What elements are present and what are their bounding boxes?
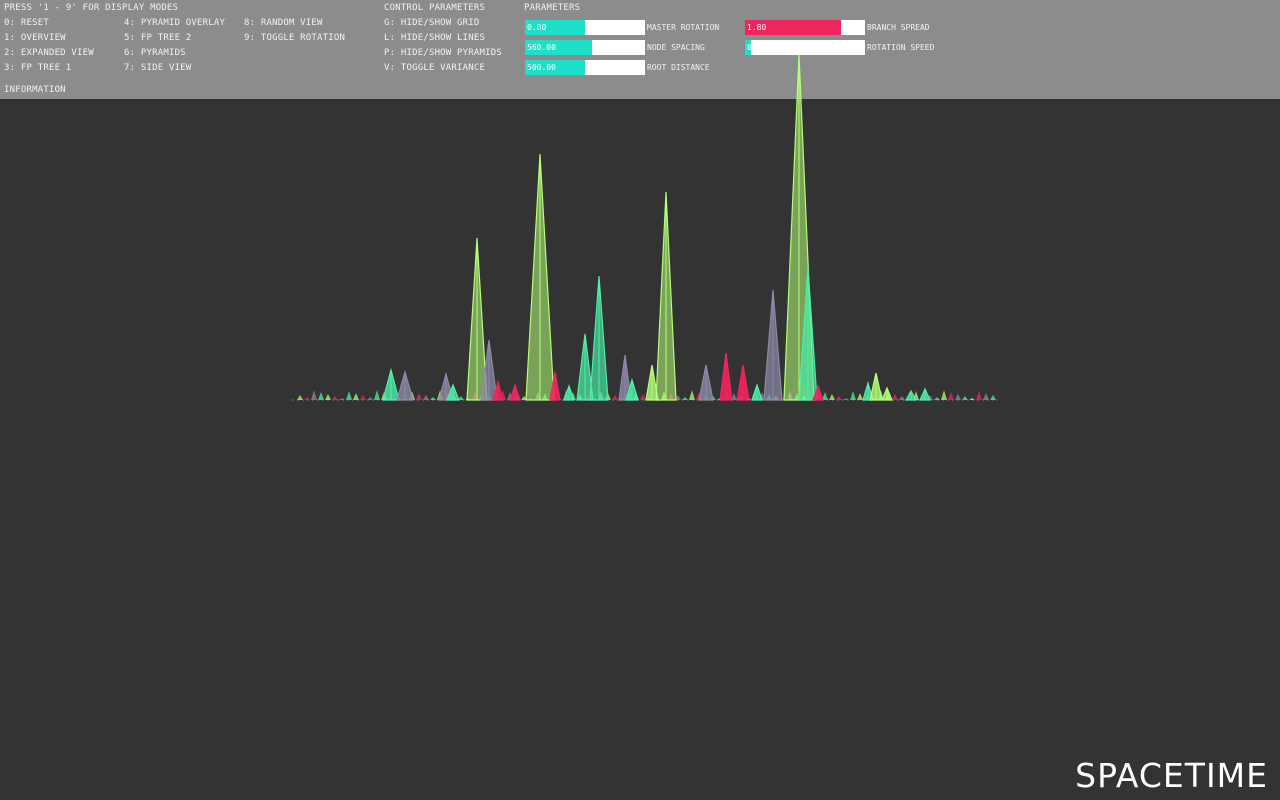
small-pyramid — [836, 396, 842, 400]
small-pyramid — [640, 394, 646, 400]
small-pyramid — [682, 397, 688, 400]
slider-value: 560.00 — [527, 43, 556, 52]
node-spacing-slider[interactable]: 560.00 — [525, 40, 645, 55]
information-label: INFORMATION — [4, 85, 66, 95]
display-modes-column-2: 4: PYRAMID OVERLAY 5: FP TREE 2 6: PYRAM… — [124, 16, 225, 76]
small-pyramid — [374, 390, 380, 400]
small-pyramid — [955, 394, 961, 400]
small-pyramid — [948, 392, 954, 400]
root-distance-slider[interactable]: 500.00 — [525, 60, 645, 75]
small-pyramid — [332, 396, 338, 400]
control-parameters-heading: CONTROL PARAMETERS — [384, 3, 486, 13]
small-pyramid — [962, 396, 968, 400]
parameters-heading: PARAMETERS — [524, 3, 581, 13]
small-pyramid — [325, 394, 331, 400]
slider-value: 1.80 — [747, 23, 767, 32]
slider-value: 500.00 — [527, 63, 556, 72]
display-modes-column-3: 8: RANDOM VIEW 9: TOGGLE ROTATION — [244, 16, 345, 46]
mode-fp-tree-2[interactable]: 5: FP TREE 2 — [124, 33, 192, 43]
branch-spread-label: BRANCH SPREAD — [867, 23, 930, 32]
node-spacing-label: NODE SPACING — [647, 43, 705, 52]
mode-expanded-view[interactable]: 2: EXPANDED VIEW — [4, 48, 94, 58]
small-pyramid — [297, 395, 303, 400]
small-pyramid — [423, 395, 429, 400]
pyramid-group — [297, 54, 996, 401]
small-pyramid — [850, 391, 856, 400]
small-pyramid — [367, 397, 373, 400]
mode-toggle-rotation[interactable]: 9: TOGGLE ROTATION — [244, 33, 346, 43]
small-pyramid — [731, 393, 737, 400]
slider-fill — [745, 20, 841, 35]
small-pyramid — [360, 395, 366, 400]
rotation-speed-label: ROTATION SPEED — [867, 43, 935, 52]
small-pyramid — [612, 395, 618, 400]
small-pyramid — [304, 397, 310, 400]
small-pyramid — [829, 394, 835, 400]
control-toggle-lines[interactable]: L: HIDE/SHOW LINES — [384, 33, 486, 43]
mode-side-view[interactable]: 7: SIDE VIEW — [124, 63, 192, 73]
brand-logo: SPACETIME — [1075, 756, 1268, 795]
small-pyramid — [899, 396, 905, 400]
control-toggle-grid[interactable]: G: HIDE/SHOW GRID — [384, 18, 480, 28]
small-pyramid — [934, 397, 940, 400]
slider-fill — [525, 60, 585, 75]
small-pyramid — [990, 395, 996, 400]
rotation-speed-slider[interactable]: 0 — [745, 40, 865, 55]
control-toggle-variance[interactable]: V: TOGGLE VARIANCE — [384, 63, 486, 73]
root-distance-label: ROOT DISTANCE — [647, 63, 710, 72]
slider-fill — [745, 40, 751, 55]
display-modes-column-1: 0: RESET 1: OVERVIEW 2: EXPANDED VIEW 3:… — [4, 16, 94, 76]
control-parameters-list: G: HIDE/SHOW GRID L: HIDE/SHOW LINES P: … — [384, 16, 502, 76]
small-pyramid — [976, 391, 982, 400]
control-toggle-pyramids[interactable]: P: HIDE/SHOW PYRAMIDS — [384, 48, 502, 58]
small-pyramid — [353, 393, 359, 400]
small-pyramid — [346, 391, 352, 400]
small-pyramid — [969, 398, 975, 400]
small-pyramid — [339, 398, 345, 400]
mode-random-view[interactable]: 8: RANDOM VIEW — [244, 18, 323, 28]
small-pyramid — [311, 390, 317, 400]
small-pyramid — [843, 398, 849, 400]
small-pyramid — [458, 396, 464, 400]
slider-fill — [525, 20, 585, 35]
display-modes-heading: PRESS '1 - 9' FOR DISPLAY MODES — [4, 3, 179, 13]
mode-pyramid-overlay[interactable]: 4: PYRAMID OVERLAY — [124, 18, 226, 28]
master-rotation-label: MASTER ROTATION — [647, 23, 720, 32]
small-pyramid — [822, 392, 828, 400]
small-pyramid — [430, 397, 436, 400]
master-rotation-slider[interactable]: 0.00 — [525, 20, 645, 35]
slider-value: 0.00 — [527, 23, 547, 32]
slider-value: 0 — [747, 43, 752, 52]
small-pyramid — [318, 392, 324, 400]
mode-fp-tree-1[interactable]: 3: FP TREE 1 — [4, 63, 72, 73]
mode-reset[interactable]: 0: RESET — [4, 18, 49, 28]
branch-spread-slider[interactable]: 1.80 — [745, 20, 865, 35]
small-pyramid — [857, 393, 863, 400]
small-pyramid — [689, 390, 695, 400]
small-pyramid — [892, 394, 898, 400]
mode-overview[interactable]: 1: OVERVIEW — [4, 33, 66, 43]
small-pyramid — [983, 393, 989, 400]
small-pyramid — [416, 393, 422, 400]
slider-fill — [525, 40, 593, 55]
small-pyramid — [941, 390, 947, 400]
mode-pyramids[interactable]: 6: PYRAMIDS — [124, 48, 186, 58]
